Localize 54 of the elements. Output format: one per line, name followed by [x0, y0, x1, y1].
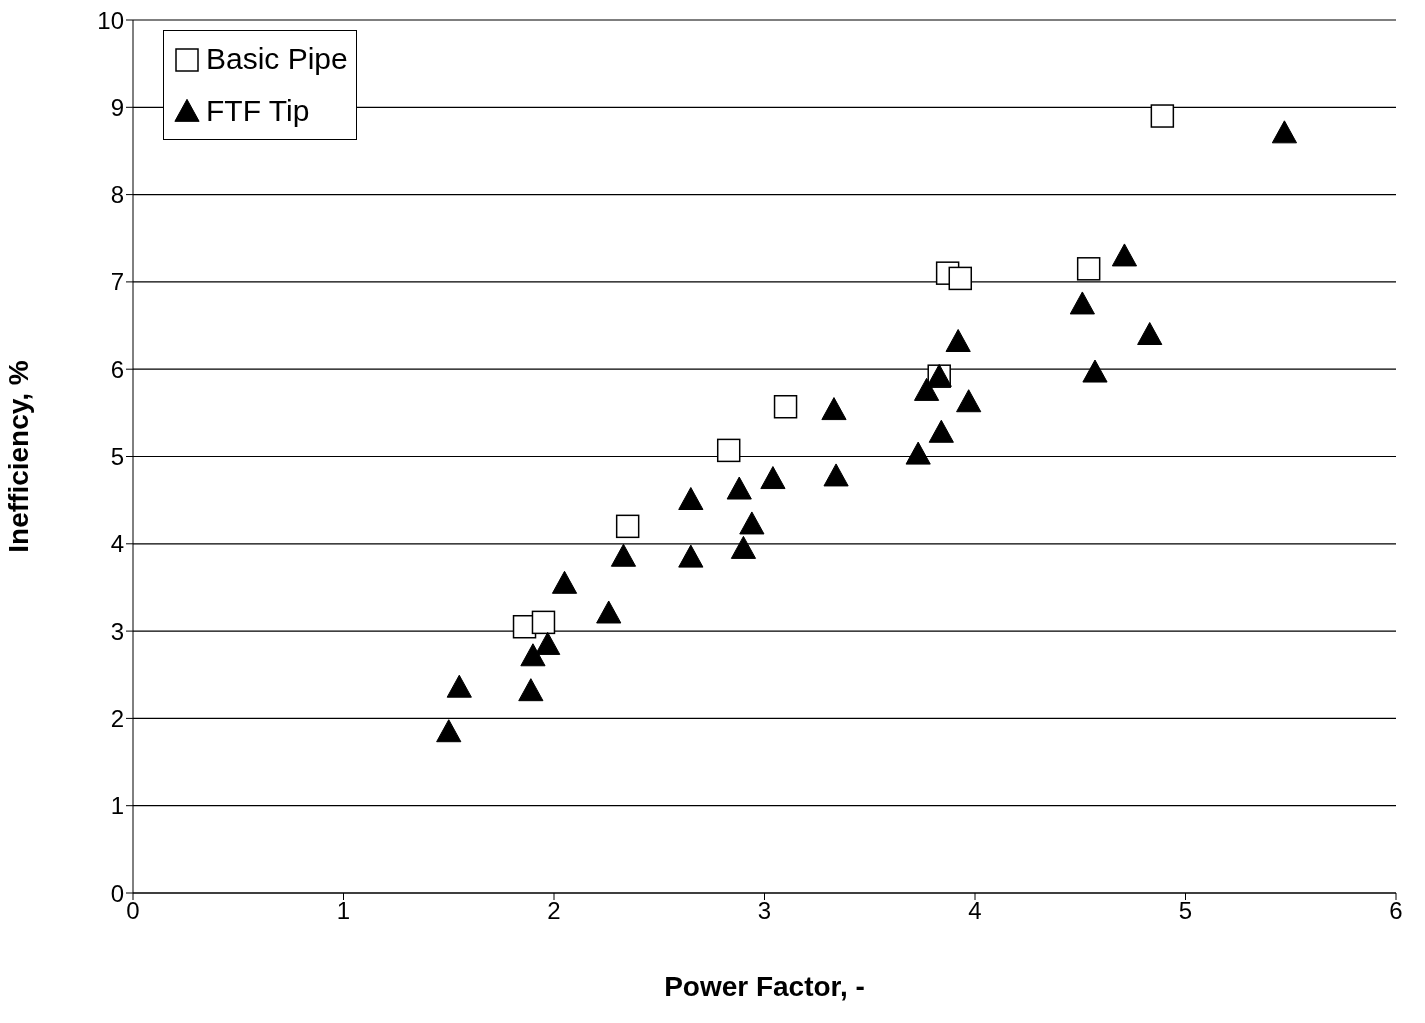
point [535, 631, 561, 655]
point [615, 514, 640, 539]
y-tick-label: 1 [110, 792, 124, 820]
y-tick-label: 2 [110, 704, 124, 732]
x-tick-label: 2 [547, 897, 561, 925]
x-tick-label: 5 [1178, 897, 1193, 925]
point [948, 266, 973, 291]
point [1111, 243, 1138, 267]
point [1271, 120, 1298, 144]
x-tick-label: 3 [757, 897, 772, 925]
y-tick-label: 7 [110, 268, 124, 296]
point [520, 643, 546, 667]
point [905, 441, 931, 465]
point [760, 466, 786, 490]
point [446, 674, 472, 698]
y-tick-label: 5 [110, 443, 124, 471]
x-tick-label: 4 [968, 897, 982, 925]
point [821, 397, 847, 421]
point [1076, 257, 1101, 281]
point [928, 419, 954, 443]
point [1150, 104, 1175, 128]
point [1082, 359, 1108, 383]
y-axis-title: Inefficiency, % [2, 360, 34, 553]
point [1137, 322, 1163, 345]
y-tick-label: 3 [110, 617, 124, 645]
point [823, 463, 849, 487]
point [610, 543, 637, 567]
point [436, 719, 462, 743]
point [518, 678, 544, 702]
y-tick-label: 6 [110, 355, 124, 383]
point [596, 600, 622, 624]
legend-label: Basic Pipe [206, 41, 348, 77]
x-axis-title: Power Factor, - [664, 971, 865, 1002]
point [726, 476, 752, 500]
point [913, 377, 940, 401]
point [716, 438, 741, 463]
point [678, 487, 704, 510]
point [730, 535, 757, 559]
x-tick-label: 1 [336, 897, 351, 925]
point [531, 610, 556, 635]
point [1069, 291, 1095, 315]
x-tick-label: 6 [1389, 897, 1403, 925]
y-tick-label: 9 [110, 93, 124, 121]
point [956, 389, 982, 413]
y-tick-label: 0 [110, 879, 124, 907]
y-tick-label: 10 [97, 6, 124, 34]
y-tick-label: 4 [110, 530, 124, 558]
point [773, 394, 798, 419]
point [739, 511, 765, 535]
y-tick-label: 8 [110, 181, 124, 209]
point [678, 544, 704, 568]
legend-label: FTF Tip [206, 93, 310, 129]
point [945, 328, 971, 352]
point [551, 570, 578, 594]
